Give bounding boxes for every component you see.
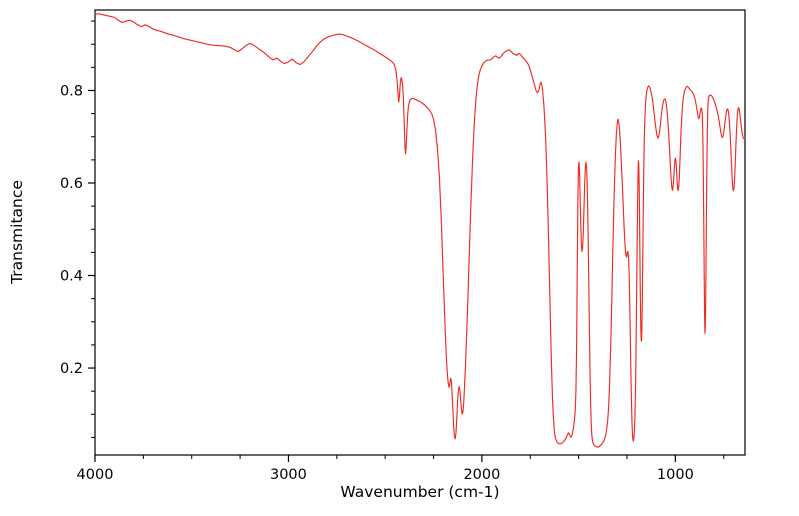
minor-ticks: [91, 20, 725, 459]
y-tick-label: 0.2: [60, 361, 83, 377]
spectrum-line: [94, 13, 746, 448]
x-tick-label: 4000: [77, 467, 114, 483]
plot-border: [94, 9, 746, 456]
major-ticks: [88, 89, 676, 462]
y-tick-label: 0.6: [60, 176, 83, 192]
tick-labels: 4000 3000 2000 1000 0.2 0.4 0.6 0.8: [60, 83, 694, 483]
x-tick-label: 2000: [463, 467, 500, 483]
y-axis-label: Transmitance: [8, 180, 26, 285]
y-tick-label: 0.4: [60, 269, 83, 285]
x-axis-label: Wavenumber (cm-1): [340, 483, 499, 501]
x-tick-label: 3000: [270, 467, 307, 483]
y-tick-label: 0.8: [60, 83, 83, 99]
x-tick-label: 1000: [657, 467, 694, 483]
